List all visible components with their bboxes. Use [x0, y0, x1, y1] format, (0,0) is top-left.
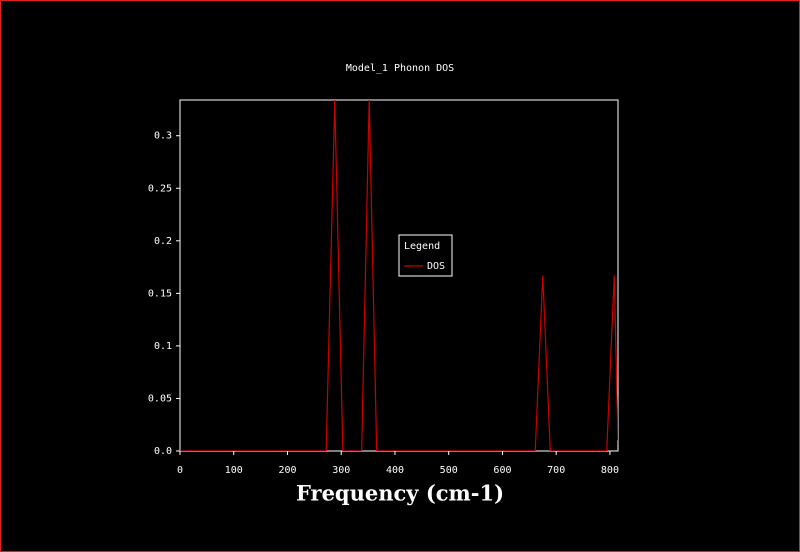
x-tick-label: 600 [493, 465, 511, 476]
x-tick-label: 400 [386, 465, 404, 476]
y-tick-label: 0.15 [148, 288, 172, 299]
x-axis-label: Frequency (cm-1) [296, 481, 504, 506]
x-tick-label: 800 [601, 465, 619, 476]
y-tick-label: 0.3 [154, 131, 172, 142]
y-tick-label: 0.25 [148, 183, 172, 194]
x-tick-label: 100 [225, 465, 243, 476]
x-tick-label: 300 [332, 465, 350, 476]
y-tick-label: 0.0 [154, 446, 172, 457]
legend-label: DOS [427, 261, 445, 272]
x-tick-label: 500 [440, 465, 458, 476]
legend-box [398, 234, 453, 277]
x-tick-label: 200 [278, 465, 296, 476]
chart-title: Model_1 Phonon DOS [346, 63, 454, 74]
y-tick-label: 0.05 [148, 393, 172, 404]
y-tick-label: 0.2 [154, 236, 172, 247]
y-tick-label: 0.1 [154, 341, 172, 352]
x-tick-label: 700 [547, 465, 565, 476]
x-tick-label: 0 [177, 465, 183, 476]
legend-title: Legend [404, 241, 440, 252]
